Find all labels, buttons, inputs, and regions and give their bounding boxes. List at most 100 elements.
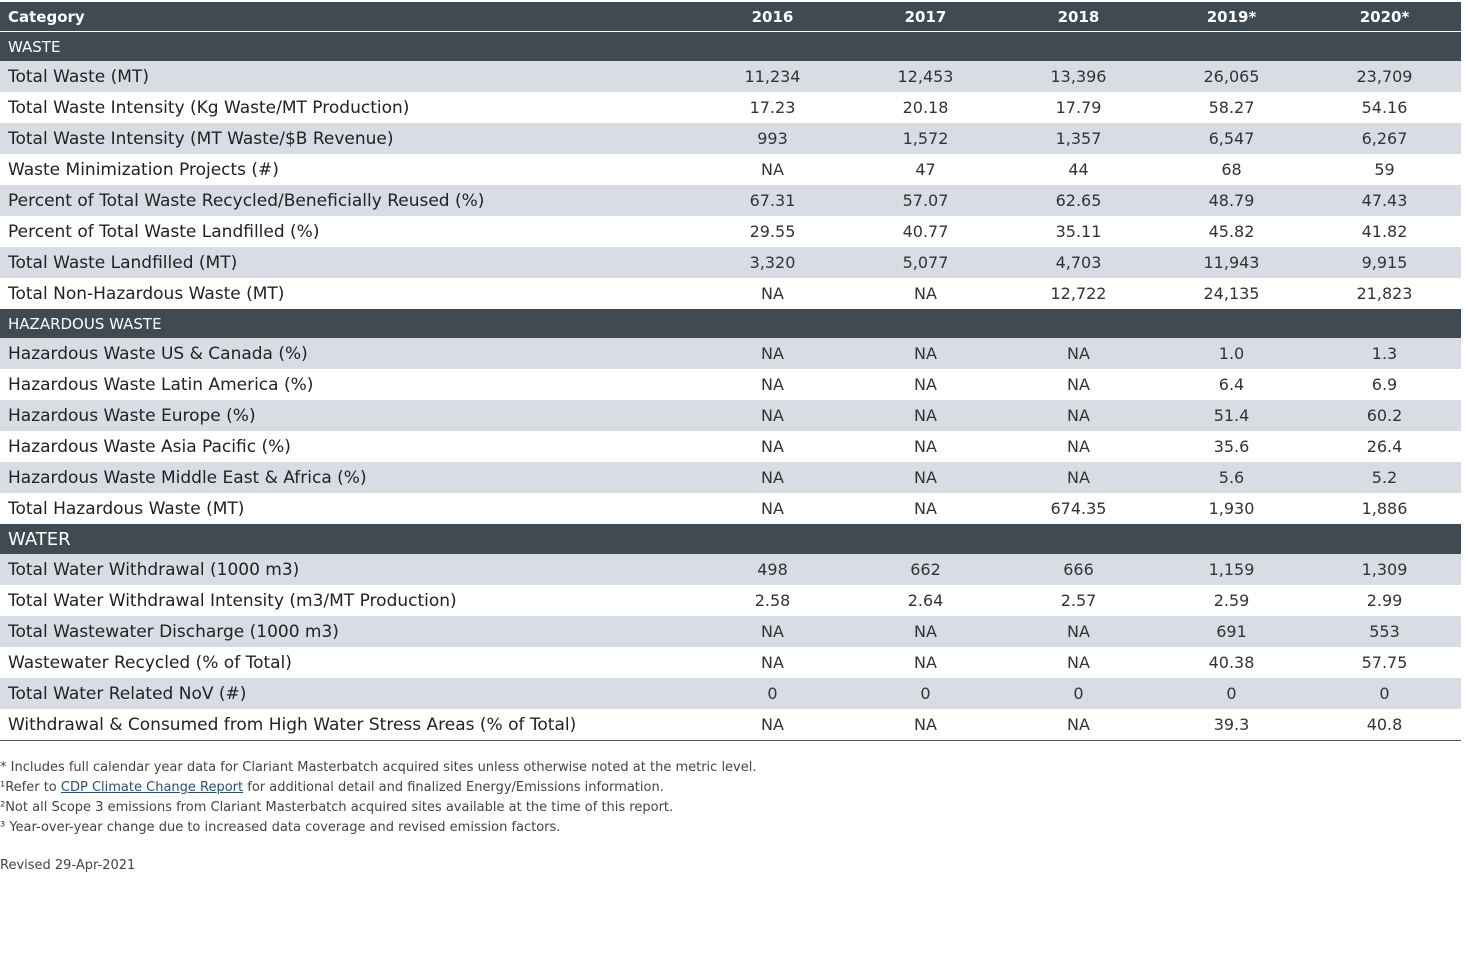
cell-value: 1.3	[1308, 338, 1461, 369]
cell-value: NA	[1002, 462, 1155, 493]
row-label: Hazardous Waste Asia Pacific (%)	[8, 436, 291, 457]
row-label: Hazardous Waste US & Canada (%)	[0, 338, 696, 369]
cell-value: 498	[696, 554, 849, 585]
data-row: Hazardous Waste Latin America (%) NA NA NA 6…	[0, 369, 1461, 400]
cell-value: NA	[1067, 653, 1090, 672]
row-label: Total Water Withdrawal (1000 m3)	[0, 554, 696, 585]
footnote-text: for additional detail and finalized Ener…	[243, 780, 664, 795]
cell-value: NA	[696, 400, 849, 431]
data-row: Total Water Related NoV (#) 0 0 0 0 0	[0, 678, 1461, 709]
section-title: WASTE	[0, 31, 1461, 61]
cell-value: NA	[849, 616, 1002, 647]
header-row: Category 2016 2017 2018 2019* 2020*	[0, 2, 1461, 32]
data-row: Withdrawal & Consumed from High Water St…	[0, 709, 1461, 741]
cell-value: 12,722	[1050, 284, 1107, 303]
data-row: Waste Minimization Projects (#) NA 47 44 68 5…	[0, 154, 1461, 185]
row-label: Total Hazardous Waste (MT)	[8, 498, 245, 519]
cell-value: 58.27	[1208, 98, 1255, 117]
cell-value: NA	[849, 338, 1002, 369]
cell-value: 553	[1308, 616, 1461, 647]
data-row: Total Hazardous Waste (MT) NA NA 674.35 1,93…	[0, 493, 1461, 524]
cell-value: 24,135	[1203, 284, 1260, 303]
cell-value: 6,547	[1155, 123, 1308, 154]
cell-value: 47.43	[1308, 185, 1461, 216]
row-label: Withdrawal & Consumed from High Water St…	[8, 714, 577, 735]
cell-value: NA	[849, 462, 1002, 493]
cell-value: NA	[761, 653, 784, 672]
cell-value: 68	[1221, 160, 1242, 179]
cell-value: 60.2	[1308, 400, 1461, 431]
cell-value: 4,703	[1002, 247, 1155, 278]
cell-value: 9,915	[1308, 247, 1461, 278]
footnote-link[interactable]: CDP Climate Change Report	[60, 780, 244, 795]
cell-value: 23,709	[1308, 61, 1461, 92]
cell-value: NA	[696, 338, 849, 369]
cell-value: 2.99	[1366, 591, 1403, 610]
footnote-text: * Includes full calendar year data for C…	[0, 760, 757, 775]
footnote: ¹Refer to CDP Climate Change Report for …	[0, 778, 757, 798]
cell-value: 1,159	[1155, 554, 1308, 585]
cell-value: NA	[914, 715, 937, 734]
cell-value: 1.0	[1155, 338, 1308, 369]
cell-value: NA	[761, 499, 784, 518]
row-label: Total Water Withdrawal Intensity (m3/MT …	[8, 590, 457, 611]
cell-value: 59	[1374, 160, 1395, 179]
cell-value: 2.64	[907, 591, 944, 610]
footnote: ³ Year-over-year change due to increased…	[0, 818, 757, 838]
footnotes: * Includes full calendar year data for C…	[0, 758, 757, 838]
header-cell: 2020*	[1308, 2, 1461, 32]
row-label: Percent of Total Waste Recycled/Benefici…	[0, 185, 696, 216]
cell-value: 29.55	[749, 222, 796, 241]
cell-value: 13,396	[1002, 61, 1155, 92]
cell-value: NA	[1002, 400, 1155, 431]
cell-value: 2.59	[1213, 591, 1250, 610]
row-label: Hazardous Waste Latin America (%)	[8, 374, 314, 395]
cell-value: NA	[914, 437, 937, 456]
cell-value: NA	[914, 284, 937, 303]
data-row: Total Waste Intensity (MT Waste/$B Reven…	[0, 123, 1461, 154]
row-label: Percent of Total Waste Landfilled (%)	[8, 221, 320, 242]
cell-value: NA	[1002, 338, 1155, 369]
data-row: Total Waste Landfilled (MT) 3,320 5,077 4,7…	[0, 247, 1461, 278]
cell-value: 40.77	[902, 222, 949, 241]
cell-value: 1,309	[1308, 554, 1461, 585]
cell-value: 40.38	[1208, 653, 1255, 672]
cell-value: 5.2	[1308, 462, 1461, 493]
cell-value: 12,453	[849, 61, 1002, 92]
cell-value: NA	[696, 462, 849, 493]
cell-value: 674.35	[1050, 499, 1107, 518]
data-row: Percent of Total Waste Recycled/Benefici…	[0, 185, 1461, 216]
data-row: Total Waste Intensity (Kg Waste/MT Produ…	[0, 92, 1461, 123]
header-cell: 2016	[696, 2, 849, 32]
cell-value: 0	[696, 678, 849, 709]
cell-value: NA	[696, 616, 849, 647]
row-label: Total Wastewater Discharge (1000 m3)	[0, 616, 696, 647]
cell-value: 20.18	[902, 98, 949, 117]
header-cell: Category	[0, 2, 696, 32]
cell-value: 993	[696, 123, 849, 154]
cell-value: 6.4	[1218, 375, 1245, 394]
row-label: Total Waste Intensity (MT Waste/$B Reven…	[0, 123, 696, 154]
cell-value: 0	[1155, 678, 1308, 709]
row-label: Total Water Related NoV (#)	[0, 678, 696, 709]
footnote-text: ¹Refer to	[0, 780, 61, 795]
cell-value: NA	[1067, 437, 1090, 456]
cell-value: 17.23	[749, 98, 796, 117]
cell-value: NA	[761, 437, 784, 456]
cell-value: NA	[761, 715, 784, 734]
data-row: Hazardous Waste Asia Pacific (%) NA NA NA 35…	[0, 431, 1461, 462]
row-label: Waste Minimization Projects (#)	[8, 159, 279, 180]
cell-value: NA	[914, 375, 937, 394]
header-cell: 2017	[849, 2, 1002, 32]
cell-value: 662	[849, 554, 1002, 585]
cell-value: 3,320	[696, 247, 849, 278]
cell-value: 62.65	[1002, 185, 1155, 216]
cell-value: NA	[1067, 375, 1090, 394]
cell-value: 1,930	[1208, 499, 1255, 518]
footnote: ²Not all Scope 3 emissions from Clariant…	[0, 798, 757, 818]
cell-value: 54.16	[1361, 98, 1408, 117]
footnote-text: ²Not all Scope 3 emissions from Clariant…	[0, 800, 674, 815]
cell-value: 1,357	[1002, 123, 1155, 154]
data-row: Total Wastewater Discharge (1000 m3) NA NA…	[0, 616, 1461, 647]
